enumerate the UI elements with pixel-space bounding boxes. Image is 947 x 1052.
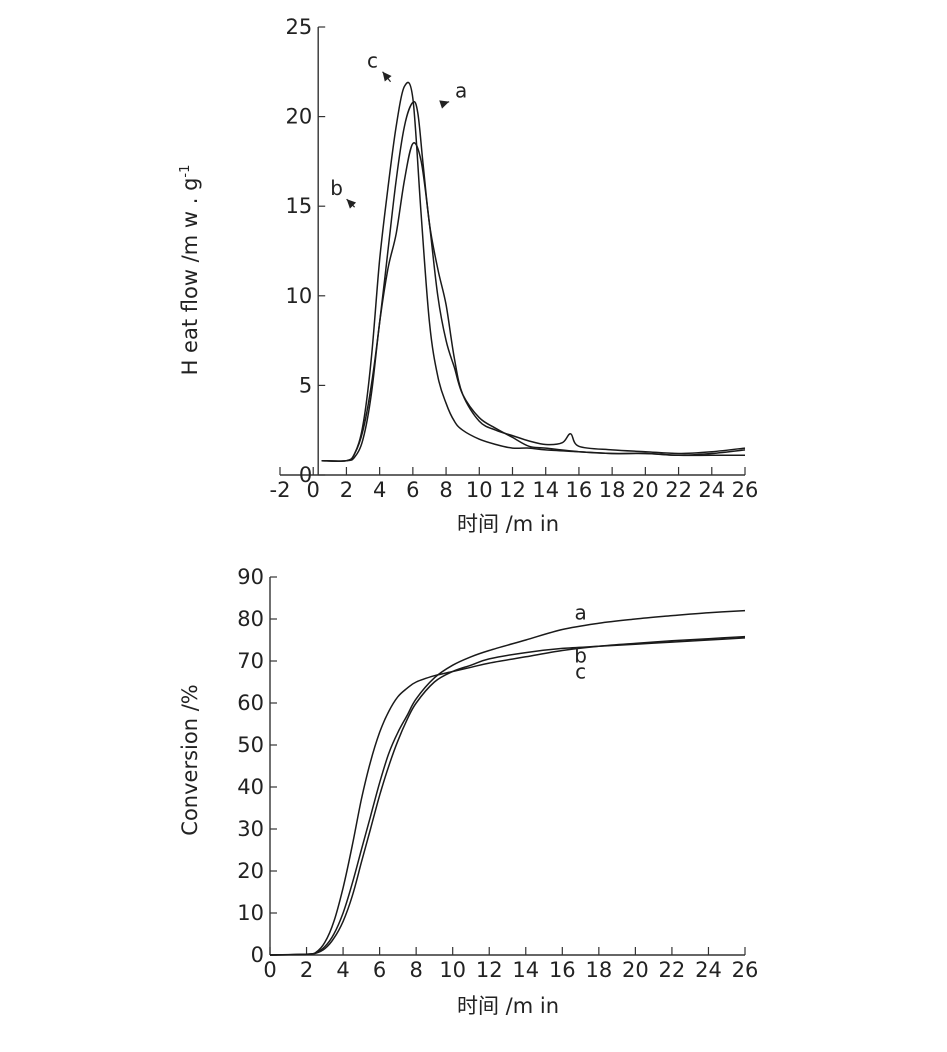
heat-flow-x-tick-label: 4 xyxy=(373,478,386,502)
conversion-annotations: abc xyxy=(574,600,587,683)
conversion-y-tick-label: 30 xyxy=(237,817,264,841)
conversion-x-tick-label: 16 xyxy=(549,958,576,982)
conversion-y-tick-label: 0 xyxy=(251,943,264,967)
heat-flow-annotation-a: a xyxy=(455,79,467,103)
conversion-x-tick-label: 2 xyxy=(300,958,313,982)
conversion-x-tick-label: 20 xyxy=(622,958,649,982)
conversion-y-tick-label: 90 xyxy=(237,565,264,589)
conversion-x-tick-label: 6 xyxy=(373,958,386,982)
heat-flow-xlabel: 时间 /m in xyxy=(457,512,559,536)
heat-flow-ylabel-main: H eat flow /m w . g xyxy=(178,178,202,376)
heat-flow-y-tick-label: 0 xyxy=(299,463,312,487)
heat-flow-y-tick-label: 20 xyxy=(285,105,312,129)
heat-flow-x-tick-label: 10 xyxy=(466,478,493,502)
conversion-x-tick-label: 12 xyxy=(476,958,503,982)
conversion-y-tick-label: 60 xyxy=(237,691,264,715)
heat-flow-annotation-b: b xyxy=(330,176,343,200)
conversion-chart: 0 2 4 6 8 10 12 14 16 18 20 22 24 2601020304050607080… xyxy=(178,565,758,1018)
conversion-series-a-line xyxy=(269,609,746,956)
heat-flow-ylabel-sup: -1 xyxy=(178,165,193,178)
conversion-x-tick-label: 22 xyxy=(659,958,686,982)
conversion-x-tick-label: 8 xyxy=(409,958,422,982)
heat-flow-y-tick-label: 25 xyxy=(285,15,312,39)
heat-flow-curves xyxy=(321,81,746,462)
heat-flow-x-tick-label: 8 xyxy=(439,478,452,502)
conversion-y-tick-label: 10 xyxy=(237,901,264,925)
conversion-x-tick-label: 26 xyxy=(732,958,759,982)
heat-flow-annotations: c a b xyxy=(330,49,467,209)
heat-flow-annotation-arrowhead xyxy=(346,199,357,209)
heat-flow-x-tick-label: 0 xyxy=(307,478,320,502)
conversion-x-tick-label: 18 xyxy=(585,958,612,982)
heat-flow-x-tick-label: 26 xyxy=(732,478,759,502)
heat-flow-x-tick-label: 2 xyxy=(340,478,353,502)
conversion-ylabel: Conversion /% xyxy=(178,684,202,835)
conversion-y-tick-label: 50 xyxy=(237,733,264,757)
heat-flow-x-tick-label: 16 xyxy=(566,478,593,502)
conversion-y-tick-label: 70 xyxy=(237,649,264,673)
conversion-x-tick-label: 0 xyxy=(263,958,276,982)
heat-flow-series-c-line xyxy=(321,81,745,462)
conversion-y-tick-label: 80 xyxy=(237,607,264,631)
heat-flow-x-tick-label: 20 xyxy=(632,478,659,502)
heat-flow-annotation-c: c xyxy=(367,49,378,73)
heat-flow-annotation-arrowhead xyxy=(382,71,392,82)
heat-flow-x-tick-label: 22 xyxy=(665,478,692,502)
conversion-y-tick-label: 40 xyxy=(237,775,264,799)
conversion-annotation-b: b xyxy=(574,643,587,667)
conversion-curves xyxy=(269,609,746,956)
conversion-x-tick-label: 24 xyxy=(695,958,722,982)
conversion-x-tick-label: 4 xyxy=(336,958,349,982)
heat-flow-annotation-arrowhead xyxy=(439,100,450,109)
heat-flow-x-tick-label: 14 xyxy=(532,478,559,502)
heat-flow-ylabel: H eat flow /m w . g-1 xyxy=(178,165,202,376)
conversion-axes: 0 2 4 6 8 10 12 14 16 18 20 22 24 2601020304050607080… xyxy=(237,565,758,982)
heat-flow-x-tick-label: 24 xyxy=(698,478,725,502)
heat-flow-y-tick-label: 15 xyxy=(285,194,312,218)
conversion-annotation-a: a xyxy=(574,600,586,624)
heat-flow-x-tick-label: 18 xyxy=(599,478,626,502)
heat-flow-x-tick-label: 6 xyxy=(406,478,419,502)
conversion-y-tick-label: 20 xyxy=(237,859,264,883)
heat-flow-series-b-line xyxy=(321,142,746,462)
conversion-x-tick-label: 14 xyxy=(512,958,539,982)
conversion-xlabel: 时间 /m in xyxy=(457,994,559,1018)
heat-flow-y-tick-label: 5 xyxy=(299,373,312,397)
heat-flow-y-tick-label: 10 xyxy=(285,284,312,308)
conversion-x-tick-label: 10 xyxy=(439,958,466,982)
conversion-annotation-c: c xyxy=(575,659,586,683)
heat-flow-x-tick-label: -2 xyxy=(270,478,291,502)
conversion-series-c-line xyxy=(269,635,746,956)
conversion-series-b-line xyxy=(269,637,746,956)
heat-flow-x-tick-label: 12 xyxy=(499,478,526,502)
